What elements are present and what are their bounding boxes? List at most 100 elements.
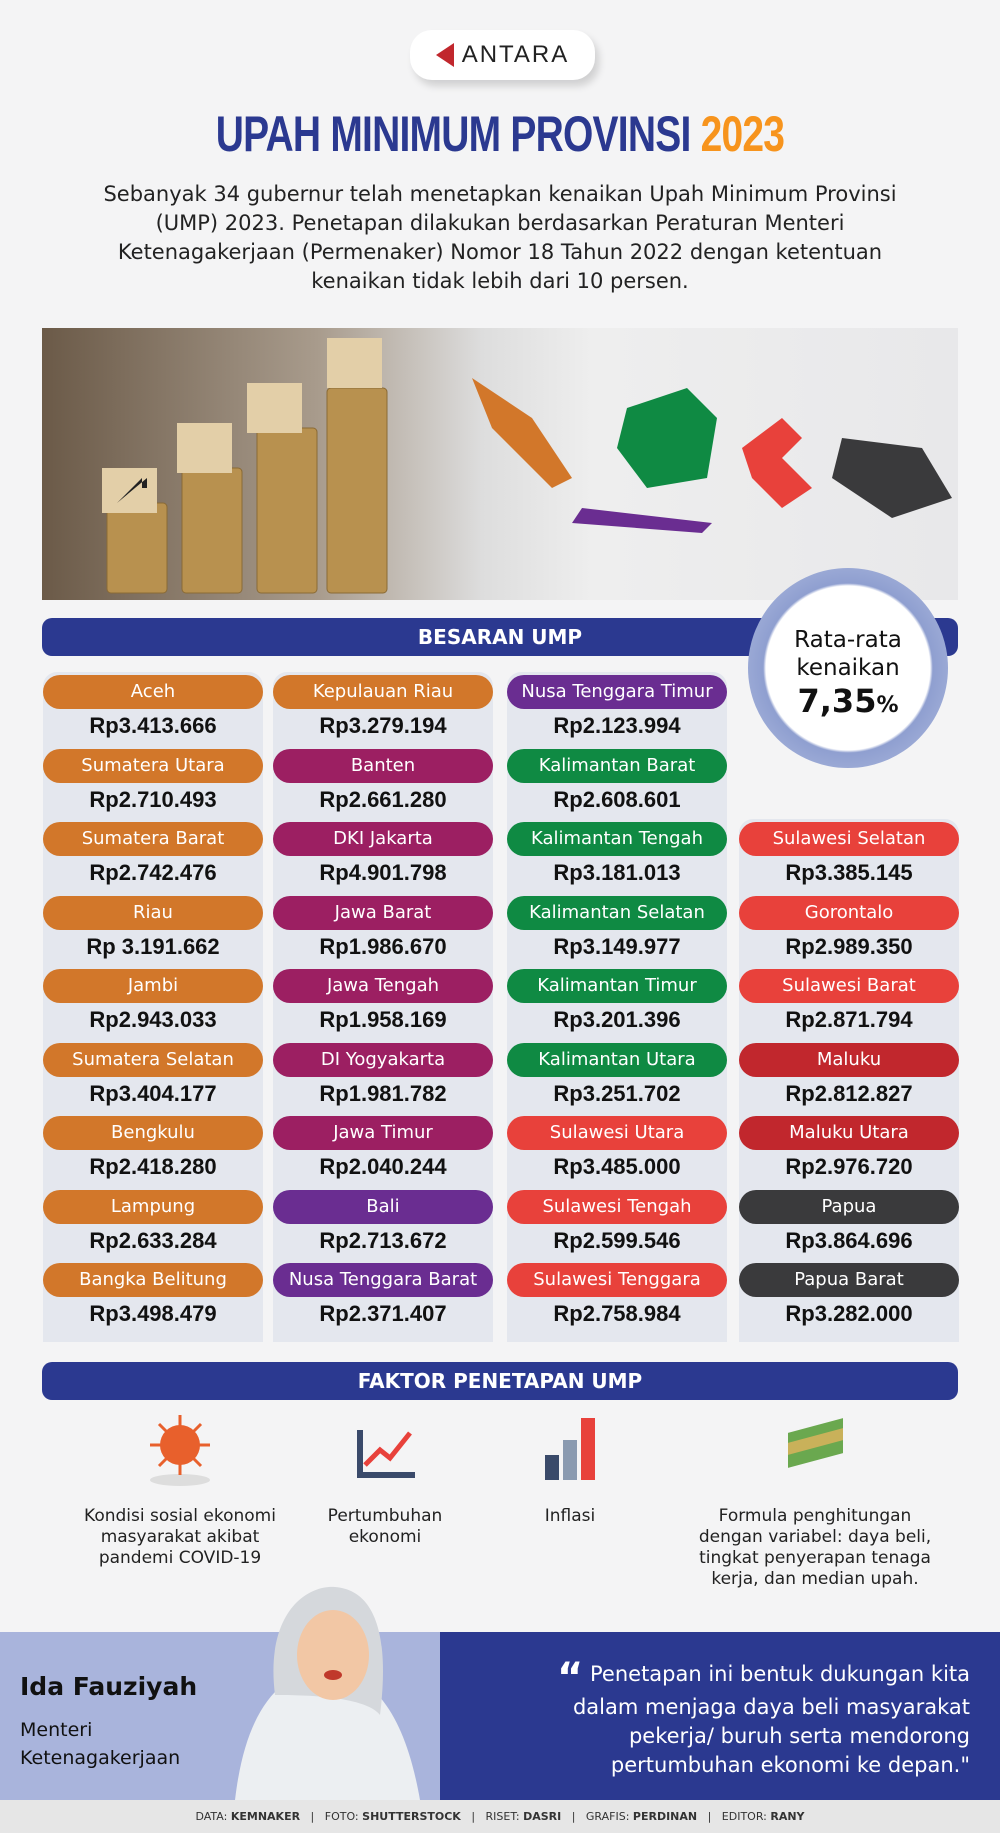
province-name: Bangka Belitung bbox=[43, 1263, 263, 1297]
province-name: Papua Barat bbox=[739, 1263, 959, 1297]
ump-value: Rp2.943.033 bbox=[89, 1007, 217, 1032]
province-item: Sulawesi Tengah Rp2.599.546 bbox=[507, 1189, 727, 1262]
province-name: Riau bbox=[43, 895, 263, 930]
province-name: Lampung bbox=[43, 1189, 263, 1224]
average-increase-badge: Rata-rata kenaikan 7,35% bbox=[748, 568, 948, 768]
province-name: Kalimantan Selatan bbox=[507, 895, 727, 930]
minister-portrait bbox=[235, 1586, 420, 1800]
average-label: Rata-rata bbox=[794, 627, 902, 653]
province-item: Aceh Rp3.413.666 bbox=[43, 675, 263, 747]
hero-photo bbox=[42, 328, 958, 600]
speaker-name: Ida Fauziyah bbox=[20, 1672, 198, 1701]
ump-value: Rp2.742.476 bbox=[89, 860, 217, 885]
money-stack-icon bbox=[788, 1418, 843, 1468]
column-background bbox=[507, 672, 727, 1342]
ump-value: Rp3.485.000 bbox=[553, 1154, 681, 1179]
province-name: Sumatera Selatan bbox=[43, 1042, 263, 1077]
province-item: Sulawesi Tenggara Rp2.758.984 bbox=[507, 1263, 727, 1335]
ump-value: Rp2.989.350 bbox=[785, 933, 913, 959]
province-item: Kalimantan Tengah Rp3.181.013 bbox=[507, 822, 727, 894]
ump-value: Rp1.958.169 bbox=[319, 1007, 447, 1032]
province-name: Jambi bbox=[43, 969, 263, 1003]
province-name: Maluku bbox=[739, 1042, 959, 1077]
province-item: Maluku Rp2.812.827 bbox=[739, 1042, 959, 1115]
province-item: Maluku Utara Rp2.976.720 bbox=[739, 1116, 959, 1188]
credit-value: SHUTTERSTOCK bbox=[362, 1810, 461, 1823]
faktor-header: FAKTOR PENETAPAN UMP bbox=[42, 1362, 958, 1400]
quote-text: Penetapan ini bentuk dukungan kita dalam… bbox=[572, 1662, 970, 1777]
credit-label: GRAFIS: bbox=[585, 1810, 630, 1823]
ump-value: Rp2.713.672 bbox=[319, 1227, 447, 1253]
faktor-item: Inflasi bbox=[520, 1410, 620, 1527]
province-item: DKI Jakarta Rp4.901.798 bbox=[273, 822, 493, 894]
province-name: Nusa Tenggara Timur bbox=[507, 675, 727, 709]
antara-logo: ANTARA bbox=[410, 30, 595, 80]
province-name: Sulawesi Tengah bbox=[507, 1189, 727, 1224]
credit-divider: | bbox=[561, 1810, 586, 1823]
ump-value: Rp2.418.280 bbox=[89, 1154, 217, 1179]
intro-text: Sebanyak 34 gubernur telah menetapkan ke… bbox=[103, 182, 897, 293]
province-item: Bangka Belitung Rp3.498.479 bbox=[43, 1263, 263, 1335]
credit-value: PERDINAN bbox=[632, 1810, 698, 1823]
province-item: Kalimantan Barat Rp2.608.601 bbox=[507, 748, 727, 821]
province-item: Jawa Timur Rp2.040.244 bbox=[273, 1116, 493, 1188]
ump-value: Rp3.181.013 bbox=[553, 860, 681, 885]
province-name: Sulawesi Selatan bbox=[739, 822, 959, 856]
province-name: Papua bbox=[739, 1189, 959, 1224]
ump-value: Rp2.599.546 bbox=[553, 1227, 681, 1253]
province-item: Bali Rp2.713.672 bbox=[273, 1189, 493, 1262]
virus-icon bbox=[150, 1415, 210, 1486]
province-item: Papua Barat Rp3.282.000 bbox=[739, 1263, 959, 1335]
ump-value: Rp2.123.994 bbox=[553, 713, 681, 738]
credit-divider: | bbox=[460, 1810, 486, 1823]
province-item: Kalimantan Utara Rp3.251.702 bbox=[507, 1042, 727, 1115]
province-item: Sulawesi Barat Rp2.871.794 bbox=[739, 969, 959, 1041]
ump-value: Rp1.986.670 bbox=[319, 933, 447, 959]
province-item: Lampung Rp2.633.284 bbox=[43, 1189, 263, 1262]
province-item: Sumatera Utara Rp2.710.493 bbox=[43, 748, 263, 821]
province-item: Sumatera Selatan Rp3.404.177 bbox=[43, 1042, 263, 1115]
province-name: Bali bbox=[273, 1189, 493, 1224]
average-label-2: kenaikan bbox=[796, 655, 900, 681]
ump-value: Rp3.498.479 bbox=[89, 1301, 217, 1326]
credit-label: FOTO: bbox=[324, 1810, 359, 1823]
quote-mark-icon: “ bbox=[557, 1655, 584, 1701]
province-item: Sulawesi Utara Rp3.485.000 bbox=[507, 1116, 727, 1188]
province-name: Kalimantan Barat bbox=[507, 748, 727, 783]
province-item: Sulawesi Selatan Rp3.385.145 bbox=[739, 822, 959, 894]
province-item: Kepulauan Riau Rp3.279.194 bbox=[273, 675, 493, 747]
province-item: Kalimantan Selatan Rp3.149.977 bbox=[507, 895, 727, 968]
province-item: Bengkulu Rp2.418.280 bbox=[43, 1116, 263, 1188]
province-item: Jawa Tengah Rp1.958.169 bbox=[273, 969, 493, 1041]
province-item: DI Yogyakarta Rp1.981.782 bbox=[273, 1042, 493, 1115]
province-name: Sulawesi Tenggara bbox=[507, 1263, 727, 1297]
speaker-role: Menteri Ketenagakerjaan bbox=[20, 1719, 181, 1769]
ump-value: Rp3.279.194 bbox=[319, 713, 447, 738]
province-item: Nusa Tenggara Barat Rp2.371.407 bbox=[273, 1263, 493, 1335]
province-name: Kalimantan Utara bbox=[507, 1042, 727, 1077]
province-name: Sulawesi Barat bbox=[739, 969, 959, 1003]
ump-value: Rp2.812.827 bbox=[785, 1080, 913, 1106]
province-name: DKI Jakarta bbox=[273, 822, 493, 856]
province-item: Papua Rp3.864.696 bbox=[739, 1189, 959, 1262]
province-item: Riau Rp 3.191.662 bbox=[43, 895, 263, 968]
ump-value: Rp2.710.493 bbox=[89, 786, 217, 812]
ump-value: Rp1.981.782 bbox=[319, 1080, 447, 1106]
inflation-bars-icon bbox=[545, 1418, 595, 1480]
credit-value: DASRI bbox=[523, 1810, 562, 1823]
province-name: Jawa Timur bbox=[273, 1116, 493, 1150]
ump-value: Rp2.040.244 bbox=[319, 1154, 447, 1179]
ump-value: Rp2.371.407 bbox=[319, 1301, 447, 1326]
column-background bbox=[273, 672, 493, 1342]
ump-value: Rp2.976.720 bbox=[785, 1154, 913, 1179]
ump-value: Rp3.201.396 bbox=[553, 1007, 681, 1032]
ump-value: Rp3.149.977 bbox=[553, 933, 681, 959]
province-name: Gorontalo bbox=[739, 895, 959, 930]
ump-value: Rp 3.191.662 bbox=[86, 933, 220, 959]
ump-value: Rp3.282.000 bbox=[785, 1301, 913, 1326]
average-unit: % bbox=[876, 693, 899, 718]
page-title: UPAH MINIMUM PROVINSI 2023 bbox=[215, 106, 785, 162]
province-name: Sulawesi Utara bbox=[507, 1116, 727, 1150]
province-name: Jawa Barat bbox=[273, 895, 493, 930]
ump-value: Rp3.404.177 bbox=[89, 1080, 217, 1106]
